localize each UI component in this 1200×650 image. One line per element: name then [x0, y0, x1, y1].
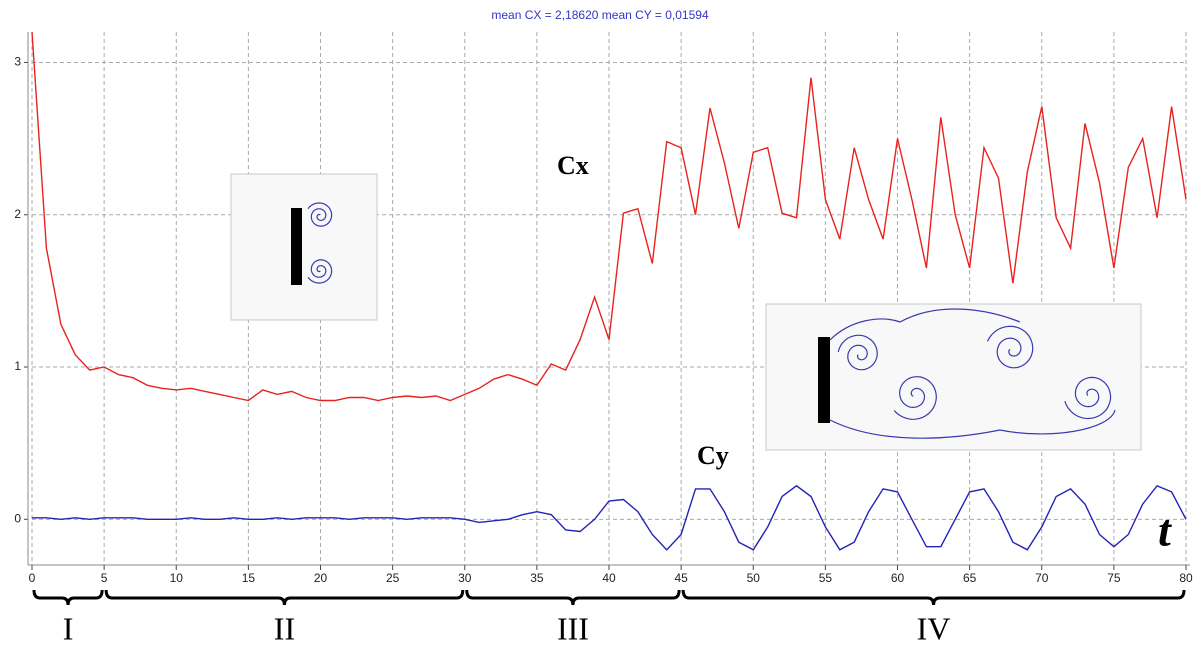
x-tick-label: 75	[1107, 571, 1121, 585]
x-tick-label: 20	[314, 571, 328, 585]
annotation: Cx	[557, 151, 589, 180]
x-tick-label: 60	[891, 571, 905, 585]
phase-brace	[32, 589, 104, 606]
x-tick-label: 55	[819, 571, 833, 585]
annotation: t	[1158, 505, 1172, 556]
x-tick-label: 65	[963, 571, 977, 585]
y-tick-label: 3	[14, 55, 21, 69]
phase-brace	[465, 589, 681, 606]
x-tick-label: 80	[1179, 571, 1193, 585]
y-tick-label: 1	[14, 359, 21, 373]
x-tick-label: 15	[242, 571, 256, 585]
series-line	[32, 484, 1187, 551]
series-line	[31, 31, 1187, 402]
x-tick-label: 40	[602, 571, 616, 585]
x-tick-label: 25	[386, 571, 400, 585]
phase-label: III	[557, 610, 589, 646]
x-tick-label: 30	[458, 571, 472, 585]
insets	[230, 173, 1142, 451]
phase-label: IV	[917, 610, 951, 646]
x-tick-label: 10	[170, 571, 184, 585]
vortex	[837, 334, 878, 371]
vortex	[893, 376, 937, 420]
annotation: Cy	[697, 441, 729, 470]
plate	[291, 208, 302, 285]
y-tick-label: 0	[14, 511, 21, 525]
x-tick-label: 70	[1035, 571, 1049, 585]
vortex	[1064, 376, 1112, 420]
vortex	[829, 308, 1116, 439]
phase-label: I	[63, 610, 74, 646]
x-tick-label: 5	[101, 571, 108, 585]
plate	[818, 337, 830, 423]
phase-brace	[104, 589, 465, 606]
x-tick-label: 35	[530, 571, 544, 585]
x-tick-label: 50	[747, 571, 761, 585]
x-tick-label: 0	[29, 571, 36, 585]
grid	[31, 32, 1187, 565]
y-tick-label: 2	[14, 207, 21, 221]
x-tick-label: 45	[674, 571, 688, 585]
vortex	[307, 202, 333, 227]
vortex	[307, 259, 333, 284]
chart-title: mean CX = 2,18620 mean CY = 0,01594	[491, 8, 709, 22]
vortex	[986, 325, 1034, 369]
inset-box	[230, 173, 378, 321]
phase-brace	[681, 589, 1186, 606]
phase-label: II	[274, 610, 295, 646]
